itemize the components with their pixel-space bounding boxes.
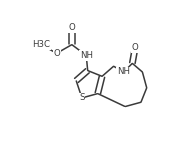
Text: O: O [132, 43, 139, 52]
Text: H3C: H3C [32, 40, 50, 49]
Text: O: O [53, 49, 60, 58]
Text: NH: NH [117, 68, 130, 76]
Text: S: S [79, 93, 85, 102]
Text: O: O [68, 23, 75, 32]
Text: NH: NH [80, 51, 93, 60]
